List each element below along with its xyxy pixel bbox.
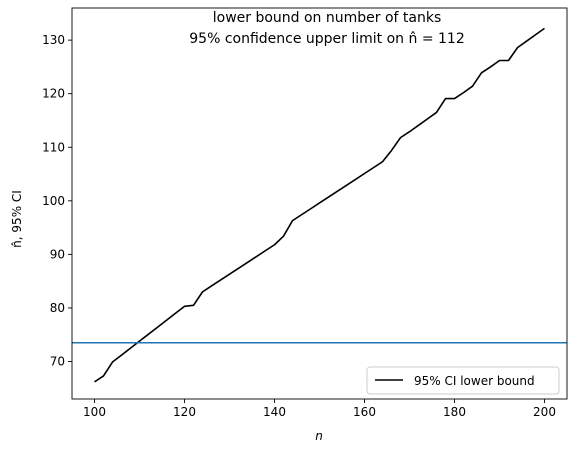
- axes-border: [71, 7, 568, 400]
- x-tick-label: 100: [83, 405, 106, 419]
- x-tick-label: 140: [263, 405, 286, 419]
- y-tick-label: 90: [50, 247, 65, 261]
- x-tick-label: 120: [173, 405, 196, 419]
- legend: 95% CI lower bound: [366, 366, 560, 395]
- y-tick-label: 70: [50, 355, 65, 369]
- plot-content: [72, 27, 567, 383]
- axes-frame: [71, 7, 568, 400]
- y-tick-label: 120: [42, 87, 65, 101]
- y-tick-label: 80: [50, 301, 65, 315]
- y-axis-ticks: 70 80 90 100 110 120 130: [42, 33, 72, 369]
- chart-subtitle: 95% confidence upper limit on n̂ = 112: [189, 31, 464, 47]
- x-tick-label: 160: [353, 405, 376, 419]
- x-axis-ticks: 100 120 140 160 180 200: [83, 399, 556, 419]
- legend-box: [366, 366, 560, 395]
- x-axis-label: n: [315, 429, 323, 443]
- x-tick-label: 200: [533, 405, 556, 419]
- y-axis-label: n̂, 95% CI: [10, 190, 24, 248]
- y-tick-label: 110: [42, 140, 65, 154]
- y-tick-label: 130: [42, 33, 65, 47]
- x-tick-label: 180: [443, 405, 466, 419]
- legend-label: 95% CI lower bound: [414, 374, 535, 388]
- chart-title: lower bound on number of tanks: [213, 10, 442, 26]
- series-line-lower-bound: [94, 27, 545, 383]
- y-tick-label: 100: [42, 194, 65, 208]
